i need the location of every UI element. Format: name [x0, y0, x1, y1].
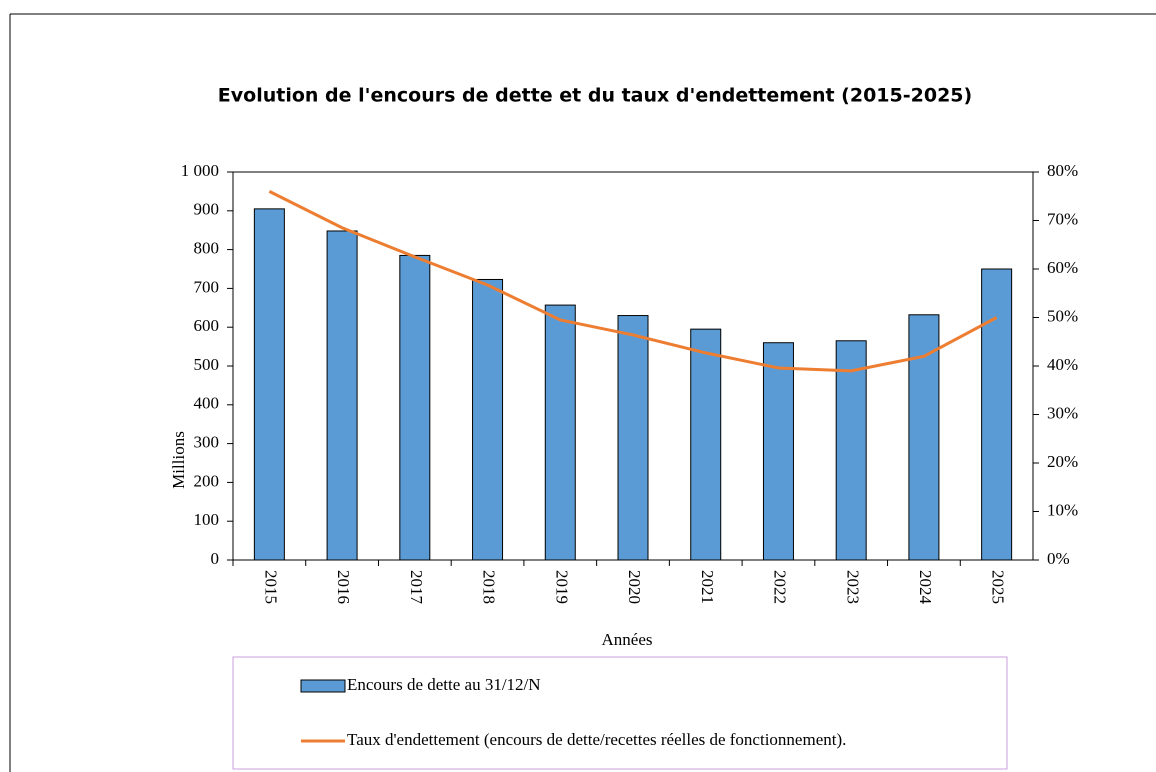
- y-tick-label: 800: [194, 239, 220, 258]
- chart-title: Evolution de l'encours de dette et du ta…: [218, 85, 972, 107]
- x-tick-label: 2025: [989, 570, 1008, 604]
- legend-box: [232, 656, 1008, 770]
- y-tick-label: 0: [211, 549, 220, 568]
- x-tick-label: 2020: [625, 570, 644, 604]
- legend-swatch: [300, 679, 346, 693]
- x-tick-label: 2024: [916, 570, 935, 605]
- bar: [472, 278, 504, 561]
- bar: [399, 254, 431, 561]
- y2-tick-label: 40%: [1047, 355, 1078, 374]
- bar: [326, 230, 358, 561]
- bar: [544, 304, 576, 561]
- legend-label: Encours de dette au 31/12/N: [347, 675, 541, 694]
- x-tick-label: 2018: [480, 570, 499, 604]
- y2-tick-label: 30%: [1047, 403, 1078, 422]
- y2-tick-label: 80%: [1047, 161, 1078, 180]
- x-axis-label: Années: [602, 630, 653, 649]
- y-tick-label: 300: [194, 433, 220, 452]
- y2-tick-label: 10%: [1047, 500, 1078, 519]
- x-tick-label: 2015: [261, 570, 280, 604]
- y-tick-label: 600: [194, 316, 220, 335]
- y-axis-label: Millions: [169, 431, 188, 489]
- bar: [617, 315, 649, 561]
- y-tick-label: 1 000: [181, 161, 219, 180]
- y-tick-label: 900: [194, 200, 220, 219]
- x-tick-label: 2021: [698, 570, 717, 604]
- bar: [690, 328, 722, 561]
- y2-tick-label: 60%: [1047, 258, 1078, 277]
- bar: [253, 208, 285, 561]
- y-tick-label: 100: [194, 510, 220, 529]
- bar: [762, 342, 794, 561]
- x-tick-label: 2022: [771, 570, 790, 604]
- y-tick-label: 400: [194, 394, 220, 413]
- y2-tick-label: 0%: [1047, 549, 1070, 568]
- bar: [908, 314, 940, 561]
- bar: [981, 268, 1013, 561]
- x-tick-label: 2023: [843, 570, 862, 604]
- y-tick-label: 700: [194, 277, 220, 296]
- x-tick-label: 2017: [407, 570, 426, 605]
- x-tick-label: 2019: [552, 570, 571, 604]
- x-tick-label: 2016: [334, 570, 353, 604]
- y2-tick-label: 20%: [1047, 452, 1078, 471]
- y-tick-label: 500: [194, 355, 220, 374]
- y-tick-label: 200: [194, 471, 220, 490]
- line: [268, 190, 998, 373]
- y2-tick-label: 70%: [1047, 209, 1078, 228]
- y2-tick-label: 50%: [1047, 306, 1078, 325]
- bar: [835, 340, 867, 561]
- legend-label: Taux d'endettement (encours de dette/rec…: [347, 730, 846, 749]
